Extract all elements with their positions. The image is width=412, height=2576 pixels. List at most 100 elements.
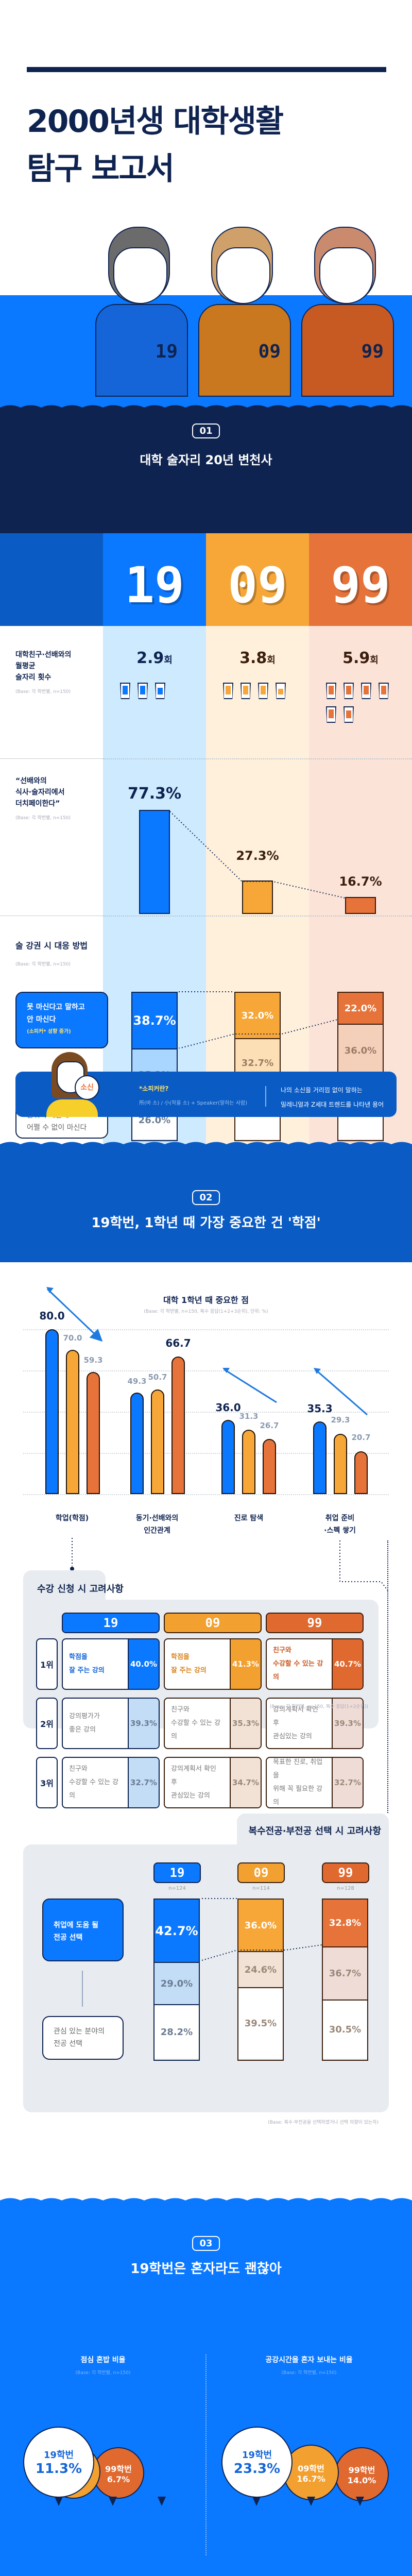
course-cell-19-1: 학점을 잘 주는 강의 40.0% xyxy=(62,1638,160,1690)
drinks-value-19: 2.9회 xyxy=(136,649,173,667)
section3: 03 19학번은 혼자라도 괜찮아 점심 혼밥 비율 (Base: 각 학번별,… xyxy=(0,2205,412,2576)
category-job: 취업 준비 ·스펙 쌓기 xyxy=(324,1514,356,1535)
cup-icon xyxy=(326,683,336,699)
cohort-99-header: 99 xyxy=(309,533,412,626)
course-cell-19-2: 강의평가가 좋은 강의 39.3% xyxy=(62,1698,160,1749)
section-badge: 02 xyxy=(192,1190,220,1205)
double-arrow-icon xyxy=(82,1971,83,2007)
course-cell-99-1: 친구와 수강할 수 있는 강의 40.7% xyxy=(266,1638,364,1690)
rank-2: 2위 xyxy=(36,1698,58,1749)
major-header-19: 19 xyxy=(153,1862,201,1883)
cohort-19-header: 19 xyxy=(103,533,206,626)
course-title: 수강 신청 시 고려사항 xyxy=(37,1584,124,1595)
dutch-label: “선배와의 식사·술자리에서 더치페이한다” (Base: 각 학번별, n=1… xyxy=(15,777,71,821)
bar-career-99 xyxy=(263,1439,276,1494)
course-cell-19-3: 친구와 수강할 수 있는 강의 32.7% xyxy=(62,1757,160,1808)
bar-academic-09 xyxy=(66,1350,79,1494)
major-stack-09: 36.0% 24.6% 39.5% xyxy=(237,1899,284,2061)
lunch-circle-19: 19학번 11.3% xyxy=(23,2427,94,2498)
major-header-09: 09 xyxy=(237,1862,285,1883)
bar-job-99 xyxy=(354,1451,368,1494)
cup-icon xyxy=(120,683,130,699)
drinks-label: 대학친구·선배와의 월평균 술자리 횟수 (Base: 각 학번별, n=150… xyxy=(15,651,72,694)
category-career: 진로 탐색 xyxy=(234,1514,264,1522)
bar-relations-09 xyxy=(151,1389,164,1494)
course-header-99: 99 xyxy=(266,1613,364,1633)
cup-icon xyxy=(138,683,148,699)
major-stack-99: 32.8% 36.7% 30.5% xyxy=(322,1899,368,2061)
free-time-title: 공강시간을 혼자 보내는 비율 xyxy=(265,2356,353,2364)
course-header-09: 09 xyxy=(164,1613,262,1633)
major-bubble-top: 취업에 도움 될 전공 선택 xyxy=(42,1899,124,1961)
free-time-circle-09: 09학번 16.7% xyxy=(283,2445,339,2500)
rank-1: 1위 xyxy=(36,1638,58,1690)
dutch-value-99: 16.7% xyxy=(339,874,382,889)
category-academic: 학업(학점) xyxy=(55,1514,89,1522)
bar-relations-99 xyxy=(171,1357,185,1494)
course-header-19: 19 xyxy=(62,1613,160,1633)
cup-icon xyxy=(276,683,286,699)
hero-illustration: 19 09 99 xyxy=(0,219,412,412)
cohort-09-header: 09 xyxy=(206,533,309,626)
bar-academic-19 xyxy=(45,1329,59,1494)
category-relations: 동기·선배와의 인간관계 xyxy=(135,1514,179,1535)
sophiker-note: 소신 *소피커란? 所(바 소) / 小(작을 소) + Speaker(말하는… xyxy=(15,1052,397,1117)
bar-academic-99 xyxy=(87,1372,100,1494)
student-09-illustration: 09 xyxy=(188,227,291,397)
bar-relations-19 xyxy=(130,1393,144,1494)
section1-header: 01 대학 술자리 20년 변천사 xyxy=(0,412,412,533)
major-bubble-bottom: 관심 있는 분야의 전공 선택 xyxy=(42,2016,124,2060)
cup-icon xyxy=(326,706,336,723)
cup-icons-09 xyxy=(223,683,300,699)
trend-arrow-icons xyxy=(46,1287,389,1592)
refusal-label: 술 강권 시 대응 방법 (Base: 각 학번별, n=150) xyxy=(15,941,88,967)
cup-icon xyxy=(379,683,389,699)
dutch-value-19: 77.3% xyxy=(127,785,182,803)
section-badge: 03 xyxy=(192,2236,220,2251)
course-cell-09-3: 강의계획서 확인 후 관심있는 강의 34.7% xyxy=(164,1757,262,1808)
cup-icon xyxy=(241,683,251,699)
cup-icon xyxy=(344,683,354,699)
free-time-circle-99: 99학번 14.0% xyxy=(335,2447,389,2501)
dutch-value-09: 27.3% xyxy=(236,849,279,863)
cup-icon xyxy=(258,683,268,699)
section-title: 대학 술자리 20년 변천사 xyxy=(140,453,272,467)
student-99-illustration: 99 xyxy=(291,227,394,397)
course-cell-09-1: 학점을 잘 주는 강의 41.3% xyxy=(164,1638,262,1690)
major-header-99: 99 xyxy=(322,1862,369,1883)
major-section: 복수전공·부전공 선택 시 고려사항 19 09 99 n=124 n=114 … xyxy=(0,1814,412,2133)
wave-divider xyxy=(0,405,412,412)
cup-icon xyxy=(155,683,165,699)
major-title: 복수전공·부전공 선택 시 고려사항 xyxy=(248,1826,381,1837)
rank-3: 3위 xyxy=(36,1757,58,1808)
section2-header: 02 19학번, 1학년 때 가장 중요한 건 '학점' xyxy=(0,1149,412,1262)
dutch-bar-09 xyxy=(242,880,273,914)
section2-body: 대학 1학년 때 중요한 점 (Base: 각 학번별, n=150, 복수 응… xyxy=(0,1262,412,1829)
major-stack-19: 42.7% 29.0% 28.2% xyxy=(153,1899,200,2061)
course-cell-09-2: 친구와 수강할 수 있는 강의 35.3% xyxy=(164,1698,262,1749)
cup-icon xyxy=(361,683,371,699)
lunch-title: 점심 혼밥 비율 xyxy=(80,2356,126,2364)
course-cell-99-3: 목표한 진로, 취업을 위해 꼭 필요한 강의 32.7% xyxy=(266,1757,364,1808)
course-cell-99-2: 강의계획서 확인 후 관심있는 강의 39.3% xyxy=(266,1698,364,1749)
dutch-bar-19 xyxy=(139,810,170,914)
section-title: 19학번은 혼자라도 괜찮아 xyxy=(130,2261,282,2277)
student-19-illustration: 19 xyxy=(85,227,188,397)
bar-job-09 xyxy=(334,1434,347,1494)
free-time-circle-19: 19학번 23.3% xyxy=(221,2427,293,2498)
section-badge: 01 xyxy=(192,423,220,438)
bar-career-09 xyxy=(242,1430,255,1494)
section1-body: 19 09 99 대학친구·선배와의 월평균 술자리 횟수 (Base: 각 학… xyxy=(0,533,412,1149)
drinks-value-99: 5.9회 xyxy=(342,649,379,667)
important-chart-title: 대학 1학년 때 중요한 점 xyxy=(163,1295,249,1305)
dutch-bar-99 xyxy=(345,897,376,914)
bar-job-19 xyxy=(313,1421,327,1494)
header-rule xyxy=(27,67,386,72)
girl-holding-sosin-badge-icon: 소신 xyxy=(46,1052,103,1117)
cup-icon xyxy=(344,706,354,723)
cup-icons-19 xyxy=(120,683,197,699)
cup-icon xyxy=(223,683,233,699)
bar-career-19 xyxy=(221,1420,235,1494)
cup-icons-99 xyxy=(326,683,403,723)
